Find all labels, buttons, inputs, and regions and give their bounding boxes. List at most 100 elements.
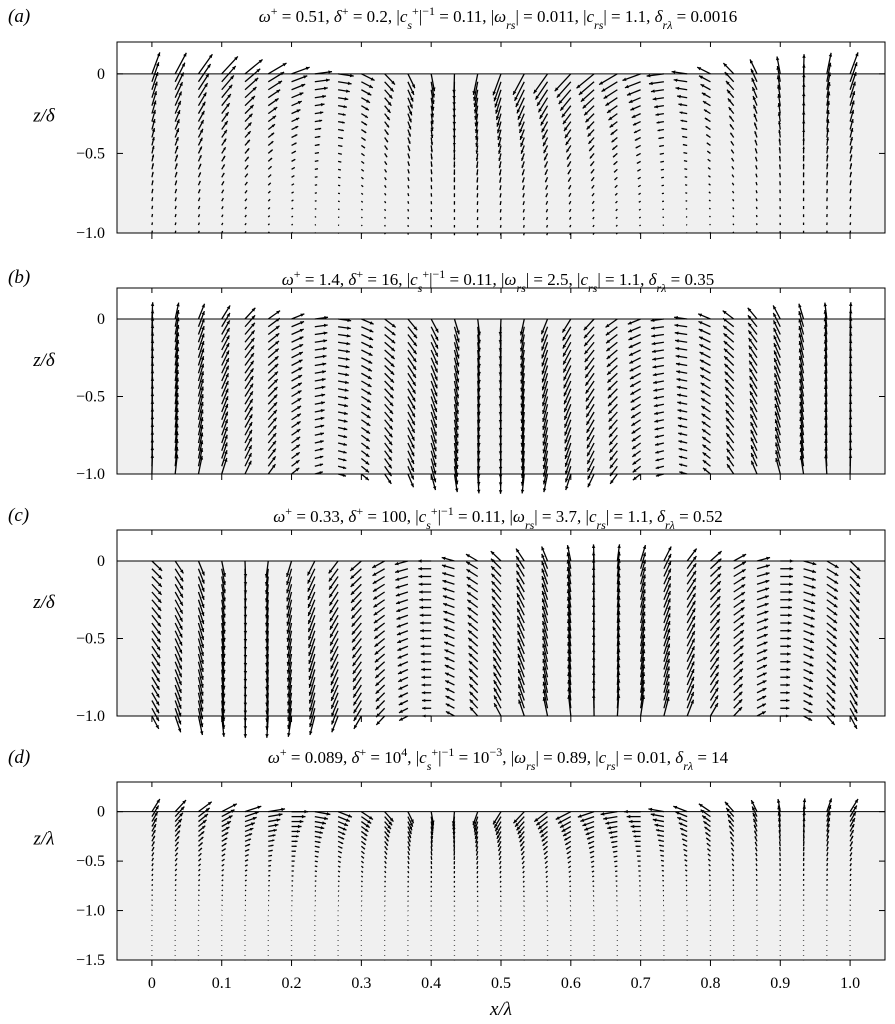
vector-arrow-head [823, 310, 828, 314]
vector-arrow-head [248, 429, 252, 434]
vector-arrow-head [390, 378, 394, 383]
vector-arrow-head [491, 573, 496, 578]
vector-arrow-head [296, 835, 299, 838]
vector-arrow-head [434, 360, 438, 365]
vector-arrow-head [473, 827, 478, 832]
vector-arrow-head [848, 302, 853, 306]
vector-arrow-head [433, 423, 437, 428]
vector-arrow-head [565, 486, 569, 491]
vector-arrow-head [849, 163, 853, 166]
vector-arrow [849, 197, 852, 202]
vector-arrow-head [692, 600, 696, 605]
vector-arrow-head [353, 709, 357, 714]
vector-arrow-head [826, 180, 829, 183]
vector-arrow-head [273, 402, 278, 407]
vector-arrow [615, 208, 618, 212]
vector-arrow-head [176, 841, 179, 845]
vector-arrow-head [702, 460, 707, 464]
vector-arrow-head [654, 434, 659, 439]
vector-arrow-head [716, 619, 720, 623]
vector-arrow-head [388, 456, 392, 461]
vector-arrow-head [730, 836, 733, 840]
vector-arrow-head [831, 713, 835, 718]
vector-arrow-head [629, 360, 634, 364]
vector-arrow [197, 222, 200, 226]
vector-arrow-head [245, 182, 248, 184]
vector-arrow-head [286, 645, 290, 650]
vector-arrow [244, 854, 249, 857]
vector-arrow-head [323, 323, 328, 328]
vector-arrow-head [151, 128, 156, 132]
vector-arrow-head [351, 599, 355, 603]
vector-arrow-head [678, 103, 682, 107]
vector-arrow-head [150, 324, 155, 329]
vector-arrow-head [177, 830, 180, 834]
vector-arrow-head [677, 94, 681, 99]
vector-arrow-head [617, 573, 621, 578]
vector-arrow-head [156, 646, 161, 651]
vector-arrow-head [678, 447, 683, 451]
vector-arrow [732, 873, 735, 877]
vector-arrow-head [369, 321, 374, 325]
y-tick-label: 0 [97, 66, 105, 83]
vector-arrow [639, 232, 642, 235]
vector-arrow-head [627, 92, 631, 96]
vector-arrow-head [442, 587, 447, 591]
vector-arrow [197, 863, 202, 867]
vector-arrow-head [273, 107, 278, 111]
vector-arrow-head [341, 137, 344, 139]
vector-arrow-head [724, 801, 729, 806]
vector-arrow-head [250, 330, 255, 335]
vector-arrow-head [344, 396, 349, 400]
vector-arrow [244, 206, 248, 210]
vector-arrow-head [730, 842, 733, 845]
vector-arrow-head [566, 589, 571, 594]
vector-arrow-head [178, 641, 183, 646]
vector-arrow-head [802, 829, 806, 833]
vector-arrow-head [201, 101, 206, 106]
vector-arrow-head [591, 551, 596, 556]
vector-arrow-head [848, 446, 853, 451]
vector-arrow-head [176, 836, 180, 839]
vector-arrow-head [855, 606, 860, 611]
vector-arrow-head [606, 347, 611, 352]
vector-arrow [614, 870, 618, 873]
vector-arrow-head [850, 119, 854, 123]
vector-arrow-head [788, 613, 792, 617]
vector-arrow-head [248, 452, 252, 457]
vector-arrow-head [175, 339, 180, 344]
vector-arrow-head [833, 596, 838, 600]
vector-arrow [592, 232, 595, 235]
vector-arrow [314, 168, 319, 170]
vector-arrow-head [200, 644, 205, 649]
vector-arrow-head [201, 110, 205, 115]
vector-arrow-head [227, 93, 231, 98]
vector-arrow [708, 199, 711, 202]
vector-arrow-head [152, 109, 156, 114]
vector-arrow-head [347, 326, 351, 330]
vector-arrow-head [542, 658, 546, 663]
vector-arrow-head [201, 595, 205, 600]
vector-arrow-head [331, 728, 335, 733]
vector-arrow-head [655, 458, 659, 462]
vector-arrow-head [826, 163, 829, 166]
vector-arrow-head [331, 712, 335, 717]
vector-arrow-head [179, 601, 183, 606]
vector-arrow-head [307, 579, 311, 584]
vector-arrow-head [430, 127, 434, 132]
vector-arrow-head [741, 576, 746, 581]
vector-arrow [151, 205, 154, 210]
vector-arrow-head [434, 376, 438, 381]
vector-arrow [732, 889, 735, 892]
vector-arrow-head [667, 583, 671, 588]
vector-arrow-head [408, 156, 410, 159]
vector-arrow-head [308, 715, 313, 720]
vector-arrow [709, 223, 711, 226]
vector-arrow-head [753, 824, 757, 828]
vector-arrow-head [566, 552, 570, 557]
vector-arrow-head [396, 600, 401, 605]
vector-arrow [660, 859, 665, 862]
vector-arrow-head [635, 845, 638, 848]
vector-arrow-head [740, 599, 745, 604]
vector-arrow-head [200, 348, 205, 353]
